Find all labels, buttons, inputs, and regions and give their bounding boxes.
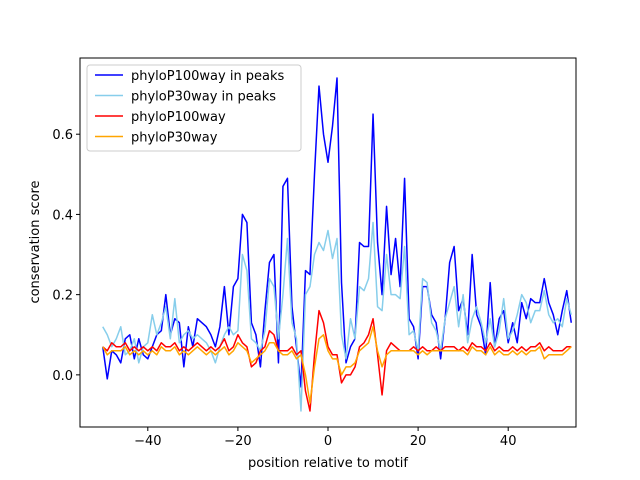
y-axis-ticks: 0.0 0.2 0.4 0.6	[52, 128, 80, 384]
legend-label-2: phyloP100way	[131, 110, 226, 125]
y-tick-label: 0.4	[52, 208, 73, 223]
x-tick-label: −20	[224, 434, 251, 449]
legend-label-1: phyloP30way in peaks	[131, 90, 276, 105]
series-line-2	[102, 309, 572, 412]
plot-lines	[102, 77, 573, 412]
legend-label-0: phyloP100way in peaks	[131, 69, 285, 84]
legend-label-3: phyloP30way	[131, 131, 218, 146]
series-line-0	[102, 77, 573, 388]
x-tick-label: 20	[410, 434, 427, 449]
y-axis-label: conservation score	[28, 180, 43, 303]
x-tick-label: 0	[324, 434, 332, 449]
x-tick-label: −40	[134, 434, 161, 449]
series-line-3	[102, 325, 572, 404]
legend: phyloP100way in peaks phyloP30way in peak…	[86, 64, 302, 152]
y-tick-label: 0.6	[52, 128, 73, 143]
y-tick-label: 0.0	[52, 369, 73, 384]
x-axis-ticks: −40 −20 0 20 40	[134, 427, 516, 449]
x-axis-label: position relative to motif	[248, 456, 408, 471]
series-line-1	[102, 221, 572, 412]
legend-box	[86, 64, 302, 152]
y-tick-label: 0.2	[52, 289, 73, 304]
x-tick-label: 40	[500, 434, 517, 449]
